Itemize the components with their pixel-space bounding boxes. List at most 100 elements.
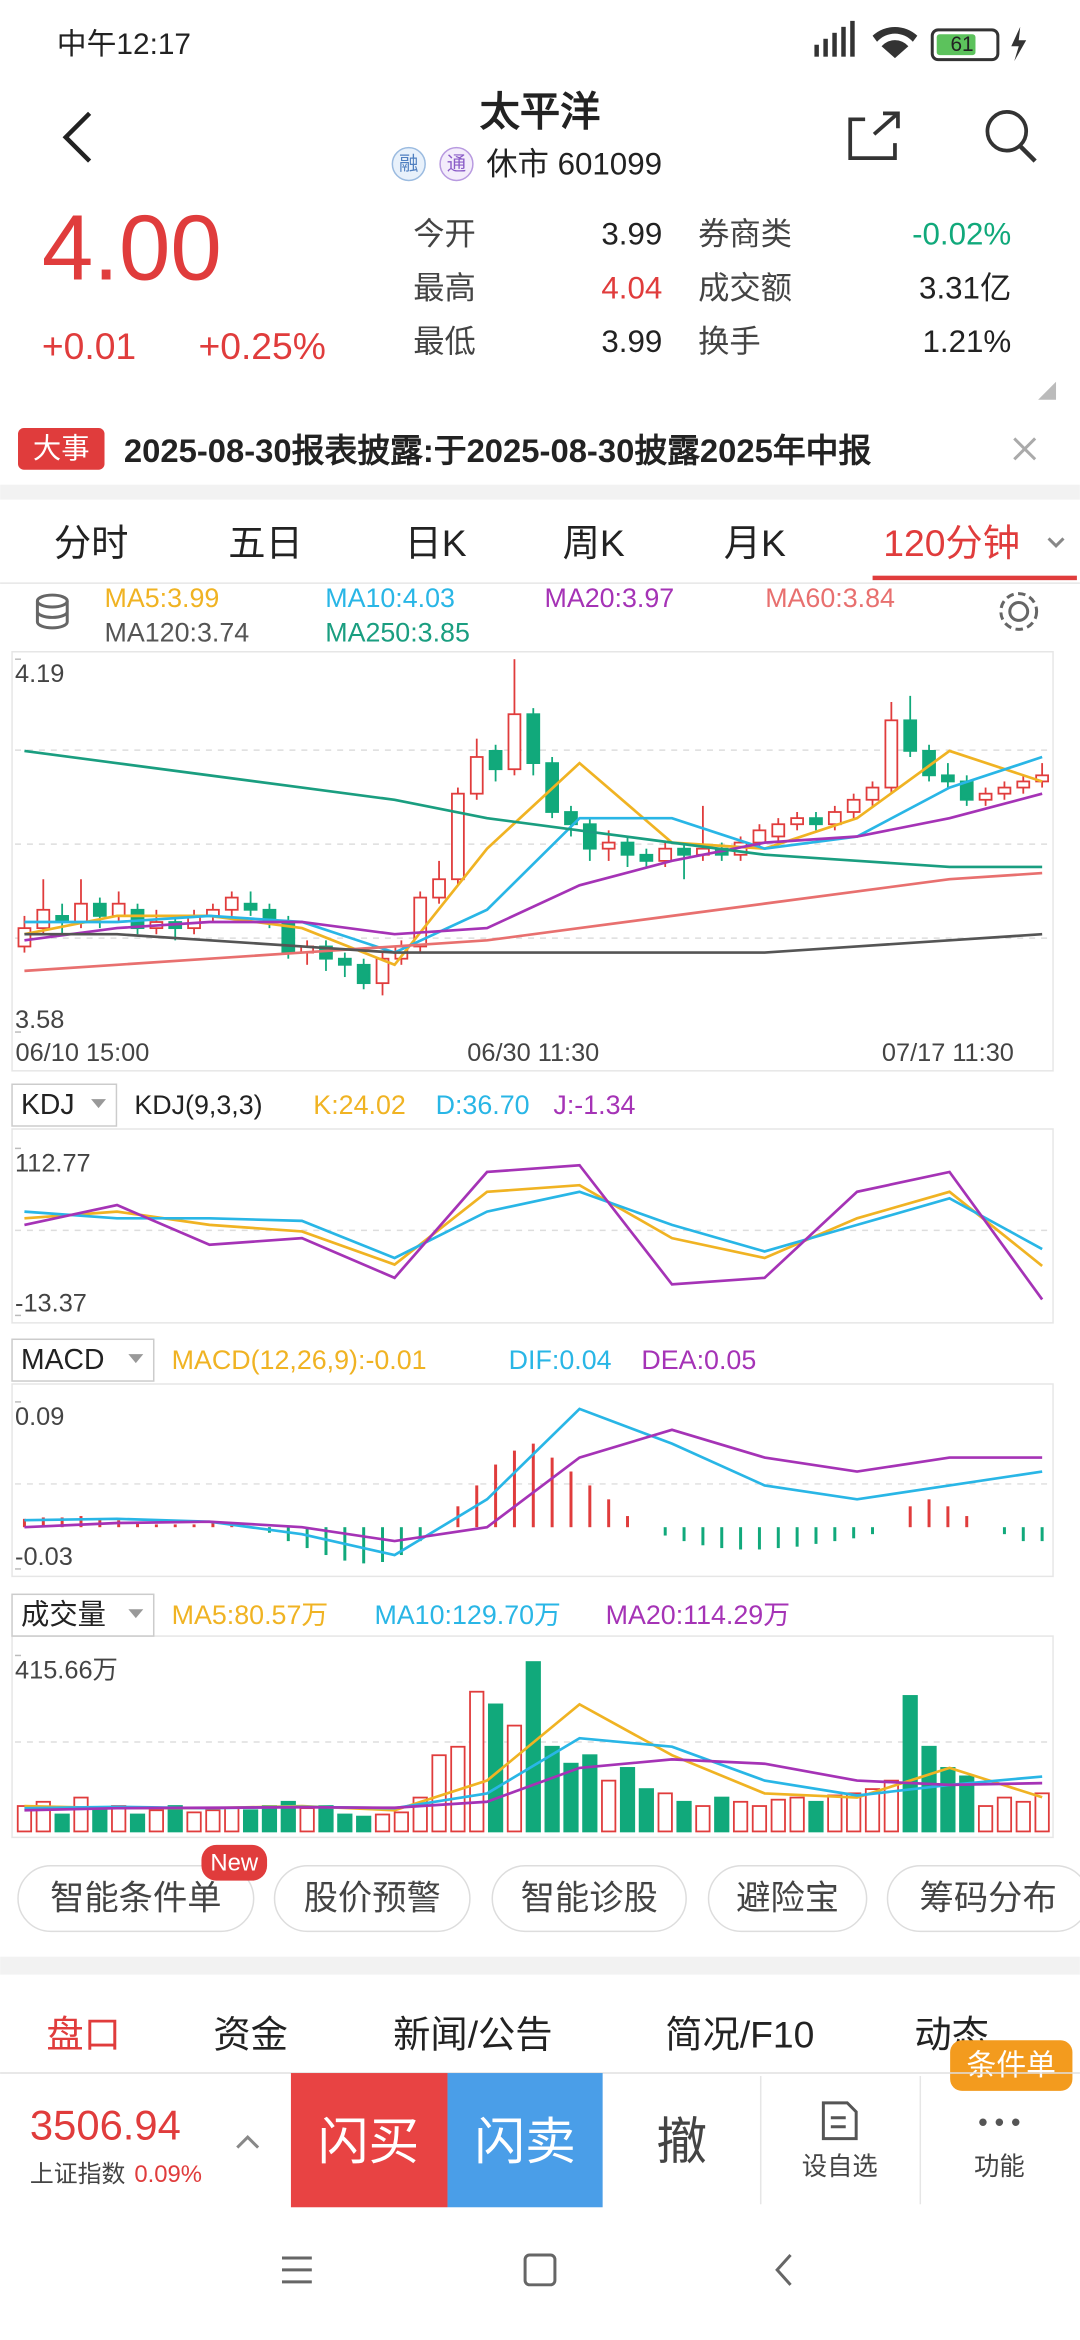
shortcut-bg[interactable] bbox=[886, 1865, 1080, 1933]
legend-entry: DEA:0.05 bbox=[641, 1345, 756, 1375]
more-button[interactable]: 功能 bbox=[974, 2153, 1025, 2181]
legend-entry: D:36.70 bbox=[436, 1090, 530, 1120]
index-value: 3506.94 bbox=[30, 2102, 181, 2149]
candle-body bbox=[865, 786, 880, 801]
candle-body bbox=[620, 841, 635, 856]
event-text[interactable]: 2025-08-30报表披露:于2025-08-30披露2025年中报 bbox=[124, 432, 872, 469]
bottom-tab[interactable]: 新闻/公告 bbox=[393, 2013, 552, 2055]
candle-body bbox=[469, 756, 484, 795]
volume-bar bbox=[318, 1805, 334, 1833]
ma-line bbox=[24, 932, 1043, 954]
shortcut[interactable]: 筹码分布 bbox=[920, 1880, 1057, 1918]
watch-button[interactable]: 设自选 bbox=[802, 2153, 878, 2181]
watch-icon bbox=[821, 2101, 858, 2141]
volume-bar bbox=[374, 1813, 391, 1833]
shortcut-bg[interactable] bbox=[707, 1864, 868, 1933]
candle-body bbox=[507, 713, 522, 771]
status-time: 中午12:17 bbox=[57, 28, 191, 61]
buy-button[interactable]: 闪买 bbox=[318, 2113, 419, 2170]
stat-label: 成交额 bbox=[698, 270, 792, 305]
volume-bar bbox=[205, 1809, 221, 1833]
volume-bar bbox=[714, 1796, 730, 1833]
search-handle bbox=[1018, 144, 1037, 163]
period-tab[interactable]: 日K bbox=[405, 522, 467, 564]
volume-bar bbox=[808, 1800, 824, 1833]
condition-badge[interactable]: 条件单 bbox=[967, 2049, 1056, 2082]
legend-entry: MA120:3.74 bbox=[105, 617, 250, 647]
y-tick-label: 4.19 bbox=[15, 660, 64, 688]
nav-menu[interactable] bbox=[281, 2256, 312, 2284]
candle-body bbox=[677, 847, 691, 856]
period-tab[interactable]: 120分钟 bbox=[883, 522, 1020, 564]
candle-body bbox=[356, 963, 371, 985]
event-close[interactable] bbox=[1013, 437, 1037, 461]
nav-back[interactable] bbox=[775, 2253, 792, 2286]
price-change: +0.01 bbox=[42, 325, 136, 367]
stat-label: 换手 bbox=[698, 324, 761, 359]
shortcut[interactable]: 智能诊股 bbox=[521, 1880, 658, 1918]
divider bbox=[0, 484, 1080, 500]
back-button[interactable] bbox=[62, 111, 92, 163]
period-tab[interactable]: 周K bbox=[563, 522, 625, 564]
shortcut[interactable]: 避险宝 bbox=[736, 1880, 839, 1918]
volume-bar bbox=[789, 1796, 805, 1833]
price: 4.00 bbox=[42, 196, 222, 300]
volume-bar bbox=[940, 1767, 956, 1833]
period-tab[interactable]: 月K bbox=[724, 522, 786, 564]
panel-selector[interactable]: KDJ bbox=[21, 1089, 75, 1121]
macd-frame bbox=[11, 1383, 1054, 1578]
bottom-tab[interactable]: 盘口 bbox=[46, 2013, 121, 2055]
shortcut-bg[interactable] bbox=[273, 1864, 471, 1933]
panel-selector[interactable]: MACD bbox=[21, 1344, 104, 1376]
index-toggle[interactable] bbox=[236, 2135, 260, 2149]
stat-value: 3.31亿 bbox=[919, 270, 1011, 305]
volume-bar bbox=[261, 1805, 278, 1833]
candle-body bbox=[17, 927, 32, 948]
tab-chevron[interactable] bbox=[1047, 537, 1065, 548]
badge-bg bbox=[439, 146, 474, 182]
period-tab[interactable]: 分时 bbox=[54, 522, 129, 564]
candle-body bbox=[639, 853, 654, 862]
event-tag: 大事 bbox=[33, 433, 90, 465]
cancel-button[interactable]: 撤 bbox=[656, 2113, 707, 2170]
volume-bar bbox=[732, 1800, 749, 1833]
charging-icon bbox=[1011, 26, 1027, 62]
volume-frame bbox=[11, 1635, 1054, 1839]
expand-corner[interactable] bbox=[1038, 381, 1057, 400]
volume-bar bbox=[393, 1811, 409, 1833]
badge-bg bbox=[391, 146, 426, 182]
panel-selector[interactable]: 成交量 bbox=[21, 1599, 106, 1631]
sell-button[interactable]: 闪卖 bbox=[474, 2113, 575, 2170]
volume-bar bbox=[563, 1762, 579, 1833]
bottom-tab[interactable]: 简况/F10 bbox=[665, 2013, 814, 2055]
search-button[interactable] bbox=[985, 109, 1029, 153]
legend-entry: MA20:3.97 bbox=[544, 583, 674, 613]
volume-bar bbox=[469, 1690, 485, 1833]
stat-value: 3.99 bbox=[601, 217, 662, 252]
volume-bar bbox=[864, 1788, 881, 1833]
shortcut[interactable]: 股价预警 bbox=[304, 1880, 441, 1918]
legend-entry: J:-1.34 bbox=[553, 1090, 635, 1120]
candle-body bbox=[903, 719, 918, 752]
volume-bar bbox=[73, 1796, 89, 1833]
volume-bar bbox=[111, 1805, 127, 1833]
volume-bar bbox=[92, 1809, 108, 1833]
nav-home[interactable] bbox=[523, 2253, 557, 2287]
shortcut-bg[interactable] bbox=[491, 1864, 687, 1933]
badge: 融 bbox=[399, 153, 418, 175]
y-tick-label: 3.58 bbox=[15, 1006, 64, 1034]
legend-entry: MA250:3.85 bbox=[325, 617, 470, 647]
buy-button-bg[interactable] bbox=[290, 2073, 448, 2208]
panel-selectors bbox=[11, 1083, 155, 1637]
shortcut-bg[interactable] bbox=[17, 1864, 255, 1933]
shortcut[interactable]: 智能条件单 bbox=[50, 1880, 222, 1918]
y-tick-label: 0.09 bbox=[15, 1403, 64, 1431]
bottom-tab[interactable]: 资金 bbox=[213, 2013, 288, 2055]
share-button[interactable] bbox=[848, 111, 900, 160]
period-tab[interactable]: 五日 bbox=[228, 522, 303, 564]
volume-bar bbox=[657, 1792, 673, 1833]
volume-bar bbox=[224, 1807, 240, 1833]
sell-button-bg[interactable] bbox=[447, 2073, 603, 2208]
ma-line bbox=[24, 1428, 1043, 1543]
